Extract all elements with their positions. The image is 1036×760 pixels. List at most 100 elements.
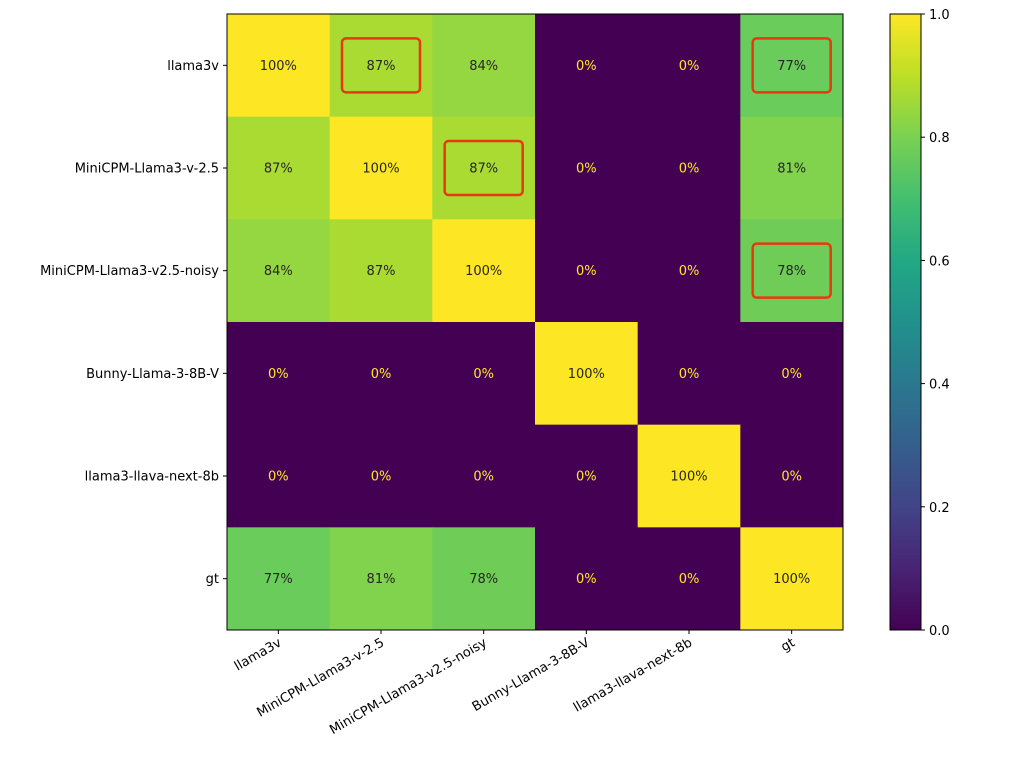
cell-value-label: 87% [264,162,293,177]
x-tick-label: gt [779,635,798,655]
cell-value-label: 87% [367,264,396,279]
cell-value-label: 81% [367,572,396,587]
cell-value-label: 100% [773,572,810,587]
heatmap-cell [329,527,433,631]
y-tick-label: llama3-llava-next-8b [85,470,219,485]
cell-value-label: 0% [781,470,802,485]
plot-frame [226,13,844,631]
cell-value-label: 100% [260,59,297,74]
cell-value-label: 77% [777,59,806,74]
heatmap-cell [740,527,844,631]
cell-value-label: 0% [679,367,700,382]
heatmap-cell [535,527,639,631]
heatmap-cell [535,14,639,118]
cell-value-label: 0% [679,162,700,177]
cell-value-label: 0% [679,572,700,587]
cell-value-label: 0% [268,367,289,382]
cell-value-label: 77% [264,572,293,587]
heatmap-cell-labels: 100% 87% 84% 0% 0% 77% 87% 100% 87% 0% 0% 81% 84% 87%… [260,59,811,587]
x-tick-label: llama3v [232,635,285,674]
cell-value-label: 0% [781,367,802,382]
heatmap-cell [329,14,433,118]
heatmap-cell [432,14,536,118]
colorbar-tick-label: 1.0 [929,8,950,23]
cell-value-label: 100% [465,264,502,279]
heatmap-cell [637,116,741,220]
cell-value-label: 84% [469,59,498,74]
cell-value-label: 100% [568,367,605,382]
y-tick-label: Bunny-Llama-3-8B-V [86,367,219,382]
highlight-box [751,242,832,299]
cell-value-label: 0% [576,59,597,74]
heatmap-cell [535,116,639,220]
highlight-box [340,37,422,94]
highlight-box [443,139,524,197]
heatmap-cell [637,527,741,631]
heatmap-cell [227,322,331,426]
cell-value-label: 0% [679,59,700,74]
cell-value-label: 0% [473,367,494,382]
cell-value-label: 0% [473,470,494,485]
heatmap-cell [740,322,844,426]
cell-value-label: 78% [469,572,498,587]
heatmap-cell [740,14,844,118]
cell-value-label: 0% [679,264,700,279]
heatmap-cell [740,424,844,528]
heatmap-cell [535,424,639,528]
cell-value-label: 87% [367,59,396,74]
cell-value-label: 0% [371,367,392,382]
cell-value-label: 0% [576,470,597,485]
heatmap-cell [535,219,639,323]
cell-value-label: 0% [576,264,597,279]
y-tick-label: llama3v [167,59,219,74]
cell-value-label: 0% [268,470,289,485]
heatmap-cell [329,116,433,220]
colorbar-tick-label: 0.8 [929,131,950,146]
y-axis: llama3v MiniCPM-Llama3-v-2.5 MiniCPM-Llama… [40,59,227,587]
y-tick-label: gt [206,572,219,587]
x-axis: llama3vMiniCPM-Llama3-v-2.5MiniCPM-Llama… [232,630,798,738]
heatmap-cell [637,424,741,528]
heatmap-cell [329,424,433,528]
cell-value-label: 84% [264,264,293,279]
cell-value-label: 0% [576,162,597,177]
heatmap-cell [329,219,433,323]
heatmap-cell [637,14,741,118]
colorbar-gradient [889,13,922,631]
heatmap-cell [740,116,844,220]
cell-value-label: 78% [777,264,806,279]
heatmap-cell [432,424,536,528]
colorbar-tick-label: 0.0 [929,624,950,639]
cell-value-label: 100% [670,470,707,485]
heatmap-cell [227,219,331,323]
heatmap-cell [432,322,536,426]
heatmap-cell [432,219,536,323]
heatmap-cell [227,14,331,118]
heatmap-cells [227,14,844,631]
colorbar-tick-label: 0.6 [929,254,950,269]
cell-value-label: 100% [362,162,399,177]
colorbar-tick-label: 0.4 [929,378,950,393]
highlight-box [751,37,832,94]
cell-value-label: 0% [371,470,392,485]
heatmap-cell [329,322,433,426]
cell-value-label: 87% [469,162,498,177]
cell-value-label: 81% [777,162,806,177]
colorbar-tick-label: 0.2 [929,501,950,516]
cell-value-label: 0% [576,572,597,587]
y-tick-label: MiniCPM-Llama3-v-2.5 [75,162,219,177]
highlight-boxes [340,37,832,299]
heatmap-cell [740,219,844,323]
heatmap-cell [227,116,331,220]
y-tick-label: MiniCPM-Llama3-v2.5-noisy [40,264,219,279]
heatmap-cell [432,116,536,220]
heatmap-cell [535,322,639,426]
colorbar-ticks: 0.0 0.2 0.4 0.6 0.8 1.0 [921,8,950,639]
heatmap-cell [637,219,741,323]
heatmap-cell [227,424,331,528]
heatmap-cell [637,322,741,426]
heatmap-cell [227,527,331,631]
heatmap-cell [432,527,536,631]
colorbar: 0.0 0.2 0.4 0.6 0.8 1.0 [889,8,950,639]
